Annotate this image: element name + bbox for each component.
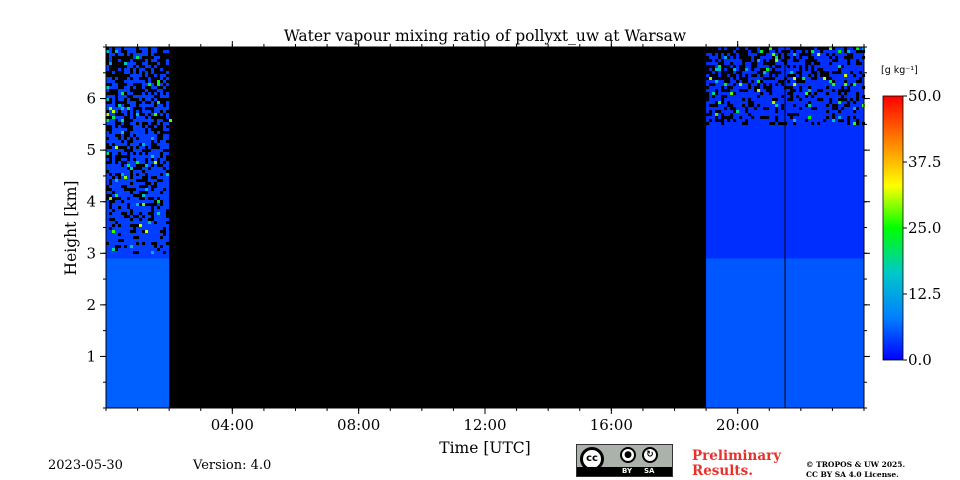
colorbar-tick-label: 37.5	[908, 153, 941, 171]
data-interval-0	[106, 47, 172, 408]
plot-area	[106, 47, 866, 408]
boundary-layer	[106, 258, 170, 408]
y-tick-label: 6	[86, 90, 96, 108]
colorbar	[882, 95, 904, 361]
chart-title: Water vapour mixing ratio of pollyxt_uw …	[284, 27, 687, 45]
y-tick-label: 1	[86, 347, 96, 365]
license-badge: cc ● ↻ BY SA	[576, 444, 673, 477]
y-tick-label: 5	[86, 141, 96, 159]
colorbar-ticks: 0.0 12.5 25.0 37.5 50.0	[903, 87, 941, 369]
y-tick-label: 4	[86, 193, 96, 211]
x-tick-label: 04:00	[211, 416, 254, 434]
data-interval-1	[706, 47, 866, 408]
x-tick-label: 12:00	[463, 416, 506, 434]
by-label: BY	[622, 467, 633, 475]
preliminary-line-1: Preliminary	[692, 448, 782, 464]
noise-speckle	[706, 47, 866, 125]
sa-label: SA	[644, 467, 655, 475]
colorbar-tick-label: 12.5	[908, 285, 941, 303]
x-tick-label: 08:00	[337, 416, 380, 434]
copyright-line-2: CC BY SA 4.0 License.	[806, 470, 899, 479]
y-axis: 1 2 3 4 5 6	[86, 46, 870, 409]
x-tick-label: 16:00	[590, 416, 633, 434]
x-axis: 04:00 08:00 12:00 16:00 20:00	[105, 41, 865, 434]
colorbar-tick-label: 0.0	[908, 351, 932, 369]
colorbar-unit: [g kg⁻¹]	[881, 65, 918, 76]
by-icon: ●	[620, 447, 636, 463]
y-axis-label: Height [km]	[62, 181, 80, 276]
sa-icon: ↻	[642, 447, 658, 463]
preliminary-note: Preliminary Results.	[692, 449, 781, 479]
colorbar-tick-label: 50.0	[908, 87, 941, 105]
noise-speckle	[106, 47, 172, 254]
colorbar-tick-label: 25.0	[908, 219, 941, 237]
license-bar	[577, 467, 672, 476]
y-tick-label: 3	[86, 244, 96, 262]
date-label: 2023-05-30	[48, 458, 123, 473]
copyright-line-1: © TROPOS & UW 2025.	[806, 460, 906, 469]
copyright-note: © TROPOS & UW 2025. CC BY SA 4.0 License…	[806, 460, 905, 480]
y-tick-label: 2	[86, 296, 96, 314]
x-axis-label: Time [UTC]	[439, 439, 530, 457]
version-label: Version: 4.0	[193, 458, 272, 473]
x-tick-label: 20:00	[716, 416, 759, 434]
preliminary-line-2: Results.	[692, 463, 753, 479]
